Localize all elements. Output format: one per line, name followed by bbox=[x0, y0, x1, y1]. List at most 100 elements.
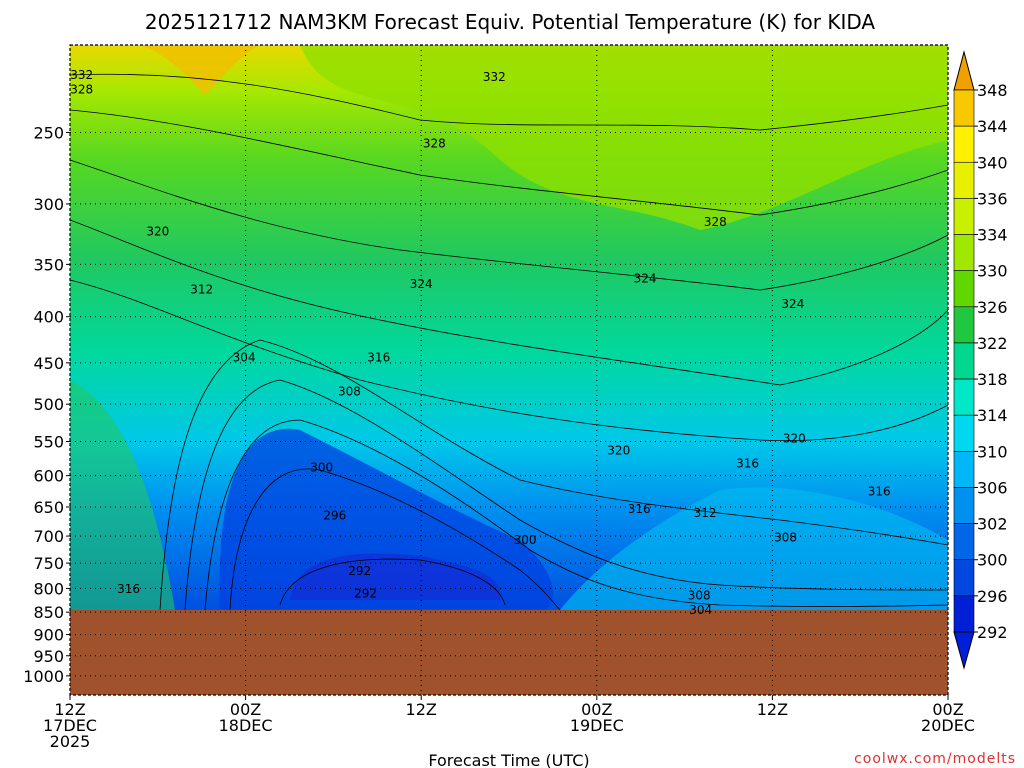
colorbar-tick-label: 318 bbox=[977, 370, 1008, 389]
x-tick-label: 00Z bbox=[230, 700, 261, 719]
contour-label: 324 bbox=[410, 277, 433, 291]
x-tick-label: 00Z bbox=[932, 700, 963, 719]
contour-label: 312 bbox=[190, 282, 213, 296]
low-level-cool-wedge bbox=[560, 487, 948, 610]
plot-frame bbox=[69, 44, 949, 696]
cold-pool-core bbox=[219, 428, 553, 610]
y-axis: 250 300 350 400 450 500 550 600 650 700 750 800 850 9… bbox=[23, 123, 70, 686]
y-tick-label: 750 bbox=[33, 554, 64, 573]
contour-label: 332 bbox=[483, 70, 506, 84]
colorbar-swatch bbox=[953, 161, 975, 199]
colorbar-swatch bbox=[953, 414, 975, 452]
contour-label: 292 bbox=[354, 586, 377, 600]
contour-label: 300 bbox=[514, 533, 537, 547]
x-tick-label: 20DEC bbox=[921, 716, 975, 735]
y-tick-label: 800 bbox=[33, 579, 64, 598]
grid-lines bbox=[70, 45, 948, 695]
contours bbox=[70, 73, 948, 611]
colorbar-swatch bbox=[953, 234, 975, 271]
colorbar-swatch bbox=[953, 451, 975, 488]
contour-label: 324 bbox=[781, 297, 804, 311]
colorbar-swatch bbox=[953, 487, 975, 524]
colorbar-tick-label: 296 bbox=[977, 587, 1008, 606]
chart-title: 2025121712 NAM3KM Forecast Equiv. Potent… bbox=[145, 10, 876, 34]
x-tick-label: 12Z bbox=[757, 700, 788, 719]
contour-label: 332 bbox=[70, 68, 93, 82]
contour-label: 324 bbox=[634, 272, 657, 286]
contour-label: 296 bbox=[323, 508, 346, 522]
contour-label: 320 bbox=[783, 432, 806, 446]
colorbar-tick-label: 344 bbox=[977, 117, 1008, 136]
colorbar-swatch bbox=[953, 198, 975, 235]
colorbar-tick-label: 334 bbox=[977, 226, 1008, 245]
watermark: coolwx.com/modelts bbox=[854, 751, 1016, 767]
contour-label: 316 bbox=[367, 351, 390, 365]
contour-label: 308 bbox=[338, 384, 361, 398]
ground-below-surface bbox=[70, 609, 948, 695]
contour-label: 316 bbox=[117, 582, 140, 596]
colorbar-swatch bbox=[953, 306, 975, 344]
colorbar-top-arrow bbox=[953, 50, 975, 91]
y-tick-label: 650 bbox=[33, 498, 64, 517]
colorbar-tick-label: 310 bbox=[977, 442, 1008, 461]
y-tick-label: 350 bbox=[33, 255, 64, 274]
colorbar-tick-label: 336 bbox=[977, 189, 1008, 208]
x-tick-label: 12Z bbox=[54, 700, 85, 719]
colorbar: 348 344 340 336 334 330 326 322 318 314 310 306 302 3… bbox=[953, 50, 1008, 670]
colorbar-tick-label: 302 bbox=[977, 515, 1008, 534]
y-tick-label: 1000 bbox=[23, 667, 64, 686]
x-tick-label: 00Z bbox=[581, 700, 612, 719]
x-tick-label: 12Z bbox=[406, 700, 437, 719]
colorbar-tick-label: 348 bbox=[977, 81, 1008, 100]
colorbar-tick-label: 330 bbox=[977, 262, 1008, 281]
colorbar-swatch bbox=[953, 342, 975, 380]
x-tick-label: 17DEC bbox=[43, 716, 97, 735]
contour-label: 328 bbox=[423, 136, 446, 150]
colorbar-bottom-arrow bbox=[953, 631, 975, 670]
lower-left-moist-zone bbox=[70, 380, 175, 610]
warm-region-aloft bbox=[140, 45, 260, 95]
y-tick-label: 500 bbox=[33, 395, 64, 414]
colorbar-swatch bbox=[953, 125, 975, 163]
dry-tongue-aloft bbox=[300, 45, 948, 230]
contour-label: 316 bbox=[868, 485, 891, 499]
colorbar-swatch bbox=[953, 378, 975, 416]
x-tick-label: 18DEC bbox=[219, 716, 273, 735]
contour-label: 328 bbox=[704, 215, 727, 229]
contour-label: 300 bbox=[310, 461, 333, 475]
x-tick-label: 19DEC bbox=[570, 716, 624, 735]
colorbar-swatch bbox=[953, 89, 975, 127]
y-tick-label: 850 bbox=[33, 603, 64, 622]
y-tick-label: 950 bbox=[33, 647, 64, 666]
y-tick-label: 250 bbox=[33, 123, 64, 142]
y-tick-label: 300 bbox=[33, 195, 64, 214]
colorbar-swatch bbox=[953, 270, 975, 308]
colorbar-tick-label: 322 bbox=[977, 334, 1008, 353]
contour-label: 304 bbox=[689, 603, 712, 617]
colorbar-tick-label: 326 bbox=[977, 298, 1008, 317]
contour-label: 312 bbox=[694, 506, 717, 520]
y-tick-label: 550 bbox=[33, 433, 64, 452]
colorbar-tick-label: 300 bbox=[977, 551, 1008, 570]
contour-label: 308 bbox=[774, 531, 797, 545]
y-tick-label: 600 bbox=[33, 467, 64, 486]
x-tick-label: 2025 bbox=[50, 732, 91, 751]
colorbar-tick-label: 314 bbox=[977, 406, 1008, 425]
cold-pool-center bbox=[290, 553, 501, 600]
y-tick-label: 400 bbox=[33, 308, 64, 327]
contour-label: 320 bbox=[607, 444, 630, 458]
contour-label: 316 bbox=[628, 502, 651, 516]
y-tick-label: 900 bbox=[33, 626, 64, 645]
colorbar-tick-label: 306 bbox=[977, 478, 1008, 497]
contour-label: 304 bbox=[233, 351, 256, 365]
colorbar-tick-label: 292 bbox=[977, 623, 1008, 642]
y-tick-label: 450 bbox=[33, 354, 64, 373]
y-tick-label: 700 bbox=[33, 527, 64, 546]
contour-label: 328 bbox=[70, 82, 93, 96]
colorbar-swatch bbox=[953, 523, 975, 561]
contour-label: 308 bbox=[688, 589, 711, 603]
contour-label: 320 bbox=[146, 225, 169, 239]
